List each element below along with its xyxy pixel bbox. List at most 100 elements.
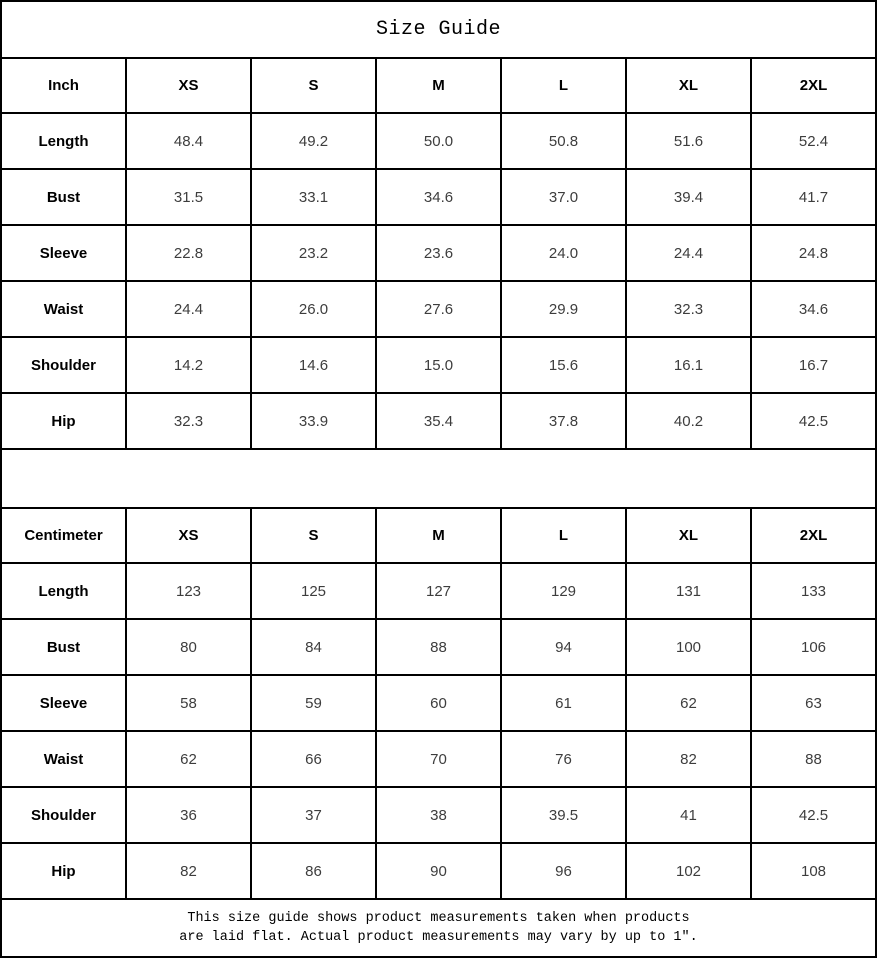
measurement-row: Shoulder 36 37 38 39.5 41 42.5 xyxy=(0,786,877,844)
measurement-label-cell: Waist xyxy=(0,730,127,788)
measurement-value-cell: 36 xyxy=(125,786,252,844)
measurement-value-cell: 41 xyxy=(625,786,752,844)
size-header-cell: M xyxy=(375,57,502,114)
measurement-row: Bust 80 84 88 94 100 106 xyxy=(0,618,877,676)
size-table-inch: Inch XS S M L XL 2XL Length 48.4 49.2 50.0 50.8 51.… xyxy=(0,57,877,450)
measurement-value-cell: 100 xyxy=(625,618,752,676)
measurement-label-cell: Length xyxy=(0,112,127,170)
size-header-cell: XS xyxy=(125,507,252,564)
size-header-cell: M xyxy=(375,507,502,564)
measurement-value-cell: 37 xyxy=(250,786,377,844)
measurement-value-cell: 133 xyxy=(750,562,877,620)
measurement-value-cell: 88 xyxy=(375,618,502,676)
size-header-cell: L xyxy=(500,57,627,114)
size-table-centimeter: Centimeter XS S M L XL 2XL Length 123 125 127 129 1… xyxy=(0,507,877,900)
measurement-value-cell: 127 xyxy=(375,562,502,620)
unit-header-cell: Centimeter xyxy=(0,507,127,564)
measurement-value-cell: 23.6 xyxy=(375,224,502,282)
measurement-label-cell: Bust xyxy=(0,618,127,676)
measurement-value-cell: 34.6 xyxy=(750,280,877,338)
measurement-value-cell: 14.6 xyxy=(250,336,377,394)
measurement-value-cell: 129 xyxy=(500,562,627,620)
measurement-value-cell: 76 xyxy=(500,730,627,788)
measurement-value-cell: 26.0 xyxy=(250,280,377,338)
measurement-value-cell: 131 xyxy=(625,562,752,620)
measurement-value-cell: 24.8 xyxy=(750,224,877,282)
measurement-row: Sleeve 58 59 60 61 62 63 xyxy=(0,674,877,732)
size-table-inch-body: Length 48.4 49.2 50.0 50.8 51.6 52.4 Bust 31.5 33… xyxy=(0,112,877,450)
measurement-value-cell: 108 xyxy=(750,842,877,900)
measurement-value-cell: 15.0 xyxy=(375,336,502,394)
measurement-label-cell: Sleeve xyxy=(0,224,127,282)
measurement-value-cell: 80 xyxy=(125,618,252,676)
measurement-disclaimer: This size guide shows product measuremen… xyxy=(0,900,877,958)
measurement-value-cell: 39.5 xyxy=(500,786,627,844)
measurement-value-cell: 32.3 xyxy=(125,392,252,450)
measurement-value-cell: 70 xyxy=(375,730,502,788)
measurement-value-cell: 50.8 xyxy=(500,112,627,170)
measurement-value-cell: 61 xyxy=(500,674,627,732)
measurement-row: Length 48.4 49.2 50.0 50.8 51.6 52.4 xyxy=(0,112,877,170)
measurement-row: Bust 31.5 33.1 34.6 37.0 39.4 41.7 xyxy=(0,168,877,226)
size-table-centimeter-body: Length 123 125 127 129 131 133 Bust 80 84 88 94 100 1… xyxy=(0,562,877,900)
measurement-value-cell: 14.2 xyxy=(125,336,252,394)
measurement-value-cell: 62 xyxy=(125,730,252,788)
size-header-cell: S xyxy=(250,57,377,114)
measurement-value-cell: 125 xyxy=(250,562,377,620)
measurement-row: Hip 82 86 90 96 102 108 xyxy=(0,842,877,900)
measurement-value-cell: 66 xyxy=(250,730,377,788)
measurement-value-cell: 94 xyxy=(500,618,627,676)
measurement-value-cell: 22.8 xyxy=(125,224,252,282)
measurement-value-cell: 16.1 xyxy=(625,336,752,394)
size-header-cell: XS xyxy=(125,57,252,114)
measurement-label-cell: Sleeve xyxy=(0,674,127,732)
measurement-value-cell: 24.4 xyxy=(125,280,252,338)
measurement-value-cell: 41.7 xyxy=(750,168,877,226)
measurement-value-cell: 102 xyxy=(625,842,752,900)
size-header-cell: 2XL xyxy=(750,507,877,564)
measurement-label-cell: Bust xyxy=(0,168,127,226)
size-header-cell: S xyxy=(250,507,377,564)
measurement-value-cell: 16.7 xyxy=(750,336,877,394)
measurement-label-cell: Hip xyxy=(0,392,127,450)
measurement-label-cell: Length xyxy=(0,562,127,620)
measurement-label-cell: Shoulder xyxy=(0,336,127,394)
measurement-value-cell: 37.0 xyxy=(500,168,627,226)
measurement-value-cell: 62 xyxy=(625,674,752,732)
size-table-inch-header: Inch XS S M L XL 2XL xyxy=(0,57,877,114)
measurement-value-cell: 15.6 xyxy=(500,336,627,394)
measurement-value-cell: 49.2 xyxy=(250,112,377,170)
measurement-value-cell: 82 xyxy=(625,730,752,788)
size-table-centimeter-header: Centimeter XS S M L XL 2XL xyxy=(0,507,877,564)
disclaimer-line-1: This size guide shows product measuremen… xyxy=(187,911,690,926)
measurement-value-cell: 23.2 xyxy=(250,224,377,282)
measurement-value-cell: 52.4 xyxy=(750,112,877,170)
measurement-value-cell: 27.6 xyxy=(375,280,502,338)
measurement-row: Sleeve 22.8 23.2 23.6 24.0 24.4 24.8 xyxy=(0,224,877,282)
measurement-value-cell: 106 xyxy=(750,618,877,676)
measurement-value-cell: 88 xyxy=(750,730,877,788)
measurement-value-cell: 24.0 xyxy=(500,224,627,282)
size-header-cell: XL xyxy=(625,507,752,564)
measurement-value-cell: 60 xyxy=(375,674,502,732)
header-row: Inch XS S M L XL 2XL xyxy=(0,57,877,114)
unit-header-cell: Inch xyxy=(0,57,127,114)
measurement-value-cell: 84 xyxy=(250,618,377,676)
measurement-label-cell: Hip xyxy=(0,842,127,900)
measurement-value-cell: 33.1 xyxy=(250,168,377,226)
measurement-value-cell: 38 xyxy=(375,786,502,844)
measurement-value-cell: 96 xyxy=(500,842,627,900)
measurement-label-cell: Waist xyxy=(0,280,127,338)
measurement-value-cell: 34.6 xyxy=(375,168,502,226)
measurement-value-cell: 24.4 xyxy=(625,224,752,282)
size-header-cell: L xyxy=(500,507,627,564)
measurement-value-cell: 63 xyxy=(750,674,877,732)
measurement-value-cell: 37.8 xyxy=(500,392,627,450)
measurement-value-cell: 123 xyxy=(125,562,252,620)
measurement-value-cell: 42.5 xyxy=(750,786,877,844)
measurement-value-cell: 48.4 xyxy=(125,112,252,170)
measurement-value-cell: 58 xyxy=(125,674,252,732)
measurement-row: Length 123 125 127 129 131 133 xyxy=(0,562,877,620)
measurement-value-cell: 40.2 xyxy=(625,392,752,450)
